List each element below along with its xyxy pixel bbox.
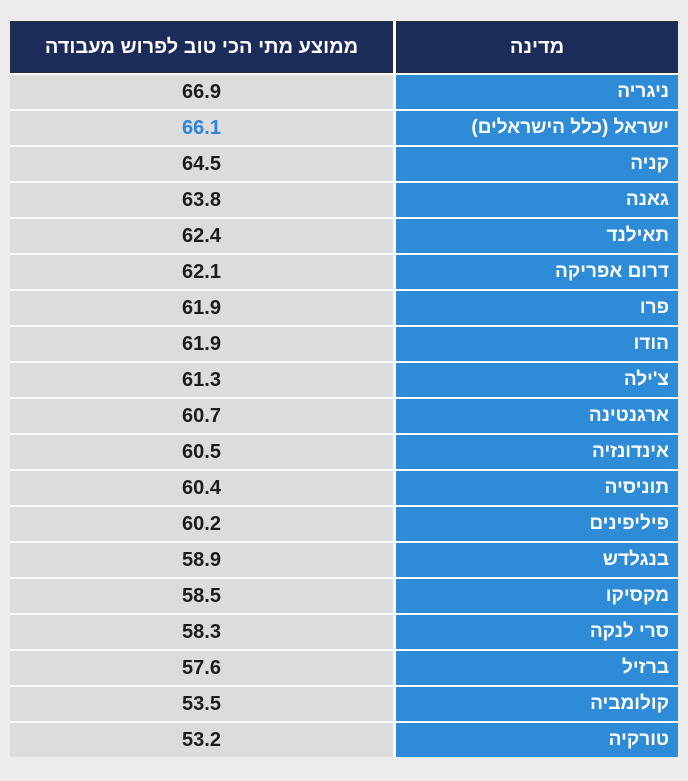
table-grid: מדינה ממוצע מתי הכי טוב לפרוש מעבודה ניג… — [10, 21, 678, 757]
country-name-cell: צ'ילה — [396, 363, 678, 397]
retirement-age-value-cell: 57.6 — [10, 651, 393, 685]
retirement-age-value-cell: 60.7 — [10, 399, 393, 433]
country-name-cell: דרום אפריקה — [396, 255, 678, 289]
country-name-cell: ארגנטינה — [396, 399, 678, 433]
column-header-country: מדינה — [396, 21, 678, 73]
country-name-cell: פרו — [396, 291, 678, 325]
retirement-age-value-cell: 62.1 — [10, 255, 393, 289]
retirement-age-value-cell: 63.8 — [10, 183, 393, 217]
country-name-cell: אינדונזיה — [396, 435, 678, 469]
retirement-age-value-cell: 53.2 — [10, 723, 393, 757]
retirement-age-value-cell: 62.4 — [10, 219, 393, 253]
country-name-cell: מקסיקו — [396, 579, 678, 613]
retirement-age-value-cell: 61.9 — [10, 291, 393, 325]
retirement-age-value-cell: 66.1 — [10, 111, 393, 145]
retirement-age-value-cell: 53.5 — [10, 687, 393, 721]
country-name-cell: טורקיה — [396, 723, 678, 757]
retirement-age-value-cell: 60.5 — [10, 435, 393, 469]
retirement-age-value-cell: 61.3 — [10, 363, 393, 397]
retirement-age-value-cell: 61.9 — [10, 327, 393, 361]
country-name-cell: קולומביה — [396, 687, 678, 721]
column-header-average-retirement-age: ממוצע מתי הכי טוב לפרוש מעבודה — [10, 21, 393, 73]
country-name-cell: גאנה — [396, 183, 678, 217]
country-name-cell: בנגלדש — [396, 543, 678, 577]
country-name-cell: ישראל (כלל הישראלים) — [396, 111, 678, 145]
retirement-age-value-cell: 60.4 — [10, 471, 393, 505]
country-name-cell: קניה — [396, 147, 678, 181]
country-name-cell: תוניסיה — [396, 471, 678, 505]
country-name-cell: הודו — [396, 327, 678, 361]
retirement-age-value-cell: 58.3 — [10, 615, 393, 649]
retirement-age-value-cell: 66.9 — [10, 75, 393, 109]
country-name-cell: ניגריה — [396, 75, 678, 109]
country-name-cell: תאילנד — [396, 219, 678, 253]
retirement-age-table: מדינה ממוצע מתי הכי טוב לפרוש מעבודה ניג… — [10, 21, 678, 757]
retirement-age-value-cell: 58.5 — [10, 579, 393, 613]
country-name-cell: פיליפינים — [396, 507, 678, 541]
retirement-age-value-cell: 64.5 — [10, 147, 393, 181]
country-name-cell: סרי לנקה — [396, 615, 678, 649]
retirement-age-value-cell: 60.2 — [10, 507, 393, 541]
country-name-cell: ברזיל — [396, 651, 678, 685]
retirement-age-value-cell: 58.9 — [10, 543, 393, 577]
